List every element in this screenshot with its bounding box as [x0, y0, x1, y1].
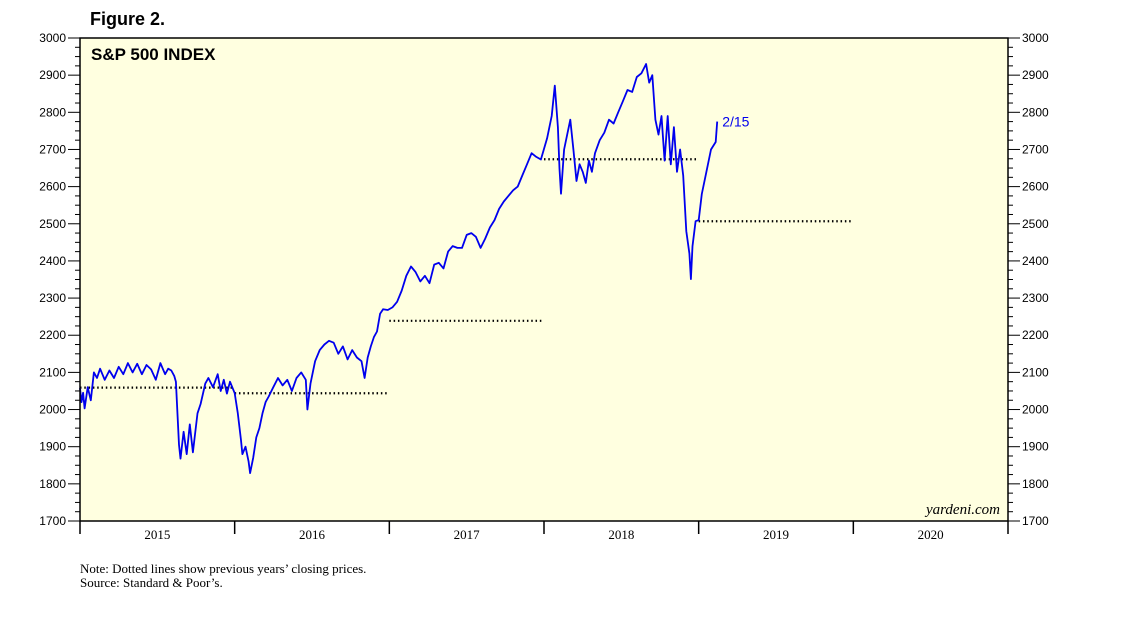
x-year-label: 2016	[299, 527, 326, 542]
y-tick-label-left: 2300	[39, 291, 66, 305]
source-line: Source: Standard & Poor’s.	[80, 575, 223, 590]
y-tick-label-right: 2200	[1022, 328, 1049, 342]
y-tick-label-left: 2600	[39, 180, 66, 194]
x-year-label: 2017	[454, 527, 481, 542]
x-year-label: 2019	[763, 527, 789, 542]
note-line: Note: Dotted lines show previous years’ …	[80, 561, 367, 576]
x-year-label: 2015	[144, 527, 170, 542]
y-tick-label-left: 2100	[39, 365, 66, 379]
y-tick-label-left: 2400	[39, 254, 66, 268]
figure-title: Figure 2.	[90, 9, 166, 29]
end-date-label: 2/15	[722, 114, 749, 130]
y-tick-label-right: 2300	[1022, 291, 1049, 305]
y-tick-label-right: 2400	[1022, 254, 1049, 268]
y-tick-label-right: 3000	[1022, 31, 1049, 45]
y-tick-label-left: 2800	[39, 105, 66, 119]
y-tick-label-left: 1900	[39, 440, 66, 454]
y-tick-label-left: 2500	[39, 217, 66, 231]
y-tick-label-left: 1700	[39, 514, 66, 528]
watermark: yardeni.com	[924, 502, 1000, 518]
chart-title: S&P 500 INDEX	[91, 45, 216, 64]
y-tick-label-right: 2500	[1022, 217, 1049, 231]
notes: Note: Dotted lines show previous years’ …	[80, 562, 366, 590]
y-tick-label-right: 1900	[1022, 440, 1049, 454]
y-tick-label-left: 3000	[39, 31, 66, 45]
y-tick-label-right: 1700	[1022, 514, 1049, 528]
y-tick-label-right: 2600	[1022, 180, 1049, 194]
x-year-label: 2018	[608, 527, 634, 542]
y-tick-label-left: 2000	[39, 403, 66, 417]
y-tick-label-left: 2700	[39, 142, 66, 156]
y-tick-label-right: 2100	[1022, 365, 1049, 379]
y-tick-label-left: 1800	[39, 477, 66, 491]
y-tick-label-right: 2700	[1022, 142, 1049, 156]
y-tick-label-right: 1800	[1022, 477, 1049, 491]
y-tick-label-right: 2000	[1022, 403, 1049, 417]
y-tick-label-left: 2900	[39, 68, 66, 82]
plot-area	[80, 38, 1008, 521]
x-year-label: 2020	[918, 527, 944, 542]
y-tick-label-right: 2800	[1022, 105, 1049, 119]
y-tick-label-right: 2900	[1022, 68, 1049, 82]
y-tick-label-left: 2200	[39, 328, 66, 342]
sp500-series-line	[79, 63, 719, 474]
